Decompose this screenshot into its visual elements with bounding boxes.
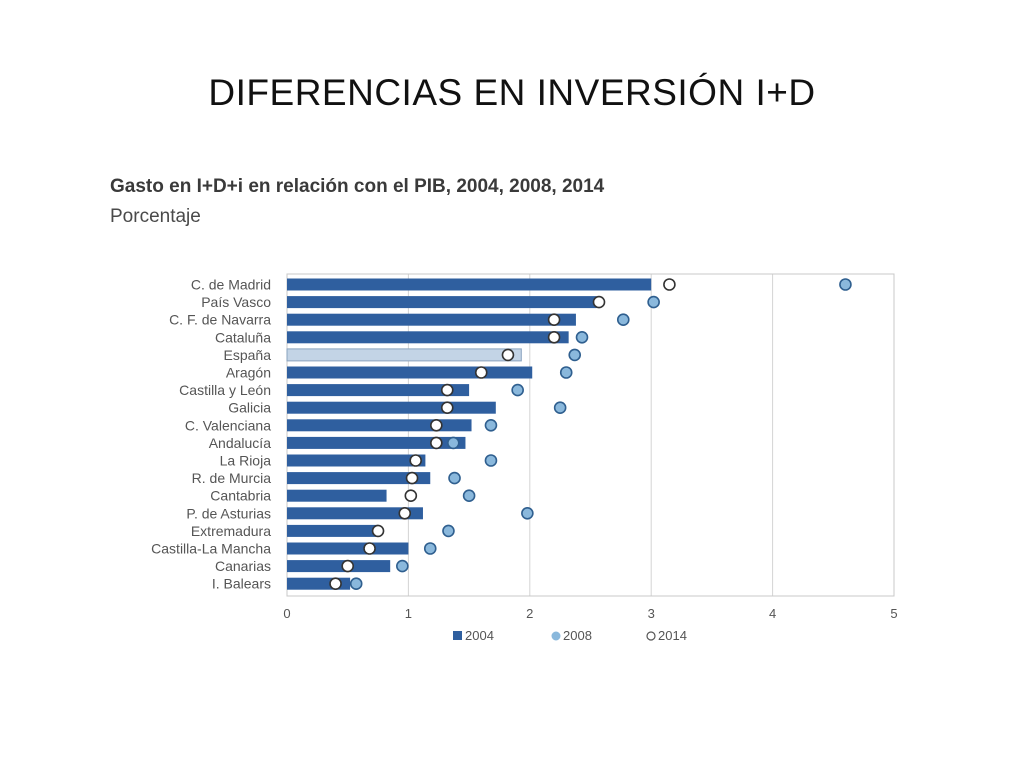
x-tick-label: 3 (648, 606, 655, 621)
category-label: C. F. de Navarra (169, 312, 271, 328)
legend-swatch-2004 (453, 631, 462, 640)
bar-2004 (287, 489, 387, 502)
marker-2008 (575, 330, 589, 344)
marker-2008 (616, 313, 630, 327)
marker-2008 (447, 436, 460, 450)
legend-swatch-2008 (551, 631, 561, 641)
marker-2008 (484, 418, 498, 432)
bar-2004 (287, 454, 426, 467)
category-label: I. Balears (212, 576, 271, 592)
category-label: Andalucía (209, 435, 271, 451)
marker-2014 (592, 295, 606, 309)
chart-subtitle: Porcentaje (110, 206, 201, 227)
category-label: Extremadura (191, 523, 271, 539)
category-label: Cataluña (215, 329, 271, 345)
legend-label-2014: 2014 (658, 628, 687, 643)
bar-2004 (287, 419, 472, 432)
bar-2004 (287, 507, 423, 520)
marker-2014 (547, 313, 561, 327)
x-tick-label: 0 (283, 606, 290, 621)
marker-2008 (647, 295, 660, 309)
bar-2004 (287, 436, 466, 449)
chart-legend: 2004 2008 2014 (453, 628, 687, 643)
category-label: Castilla-La Mancha (151, 541, 271, 557)
category-label: España (224, 347, 272, 363)
marker-2008 (442, 524, 455, 538)
bar-2004 (287, 472, 431, 485)
bar-2004 (287, 384, 470, 397)
marker-2014 (409, 454, 422, 467)
marker-2014 (329, 577, 342, 591)
legend-label-2004: 2004 (465, 628, 494, 643)
chart-title: Gasto en I+D+i en relación con el PIB, 2… (110, 176, 605, 197)
marker-2014 (663, 278, 676, 291)
marker-2014 (398, 506, 412, 520)
marker-2014 (440, 383, 454, 397)
bar-2004 (287, 278, 652, 291)
source-note-cropped (110, 680, 358, 686)
slide-title: DIFERENCIAS EN INVERSIÓN I+D (208, 72, 816, 113)
legend-label-2008: 2008 (563, 628, 592, 643)
category-label: R. de Murcia (192, 470, 272, 486)
marker-2008 (349, 577, 363, 591)
marker-2008 (559, 366, 573, 379)
category-label: Castilla y León (179, 382, 271, 398)
bar-2004 (287, 296, 597, 309)
marker-2008 (396, 559, 409, 573)
marker-2008 (423, 542, 437, 555)
category-label: La Rioja (220, 453, 272, 469)
category-label: C. Valenciana (185, 417, 271, 433)
chart-grid (407, 274, 774, 596)
marker-2014 (430, 436, 443, 450)
bar-2004 (287, 401, 496, 414)
x-tick-label: 4 (769, 606, 776, 621)
bar-2004 (287, 542, 409, 555)
category-label: Aragón (226, 365, 271, 381)
marker-2014 (371, 524, 385, 538)
marker-2014 (430, 418, 443, 432)
x-tick-label: 2 (526, 606, 533, 621)
marker-2014 (501, 348, 515, 362)
marker-2014 (363, 542, 376, 555)
category-label: País Vasco (201, 294, 271, 310)
category-label: C. de Madrid (191, 277, 271, 293)
x-tick-label: 1 (405, 606, 412, 621)
bar-2004 (287, 366, 533, 379)
marker-2008 (448, 471, 461, 485)
category-label: Canarias (215, 558, 271, 574)
marker-2008 (484, 454, 498, 467)
marker-2008 (553, 401, 567, 415)
marker-2014 (405, 471, 419, 485)
bar-2004 (286, 348, 522, 362)
marker-2014 (547, 330, 561, 344)
marker-2008 (839, 278, 852, 291)
markers-layer (329, 278, 852, 591)
legend-swatch-2014 (646, 631, 656, 641)
bar-2004 (287, 560, 391, 573)
bars-layer (286, 278, 652, 590)
marker-2008 (511, 383, 524, 397)
marker-2014 (440, 401, 454, 415)
x-tick-labels: 0 1 2 3 4 5 (283, 606, 897, 621)
marker-2008 (462, 489, 476, 503)
x-tick-label: 5 (890, 606, 897, 621)
marker-2008 (568, 348, 582, 362)
marker-2014 (341, 559, 355, 573)
marker-2014 (404, 489, 418, 503)
category-label: Cantabria (210, 488, 271, 504)
marker-2008 (521, 506, 534, 520)
category-label: Galicia (228, 400, 271, 416)
marker-2014 (474, 366, 488, 379)
bar-2004 (287, 313, 576, 326)
bar-2004 (287, 524, 379, 537)
plot-frame (286, 273, 895, 597)
category-label: P. de Asturias (186, 505, 271, 521)
bar-2004 (287, 331, 569, 344)
